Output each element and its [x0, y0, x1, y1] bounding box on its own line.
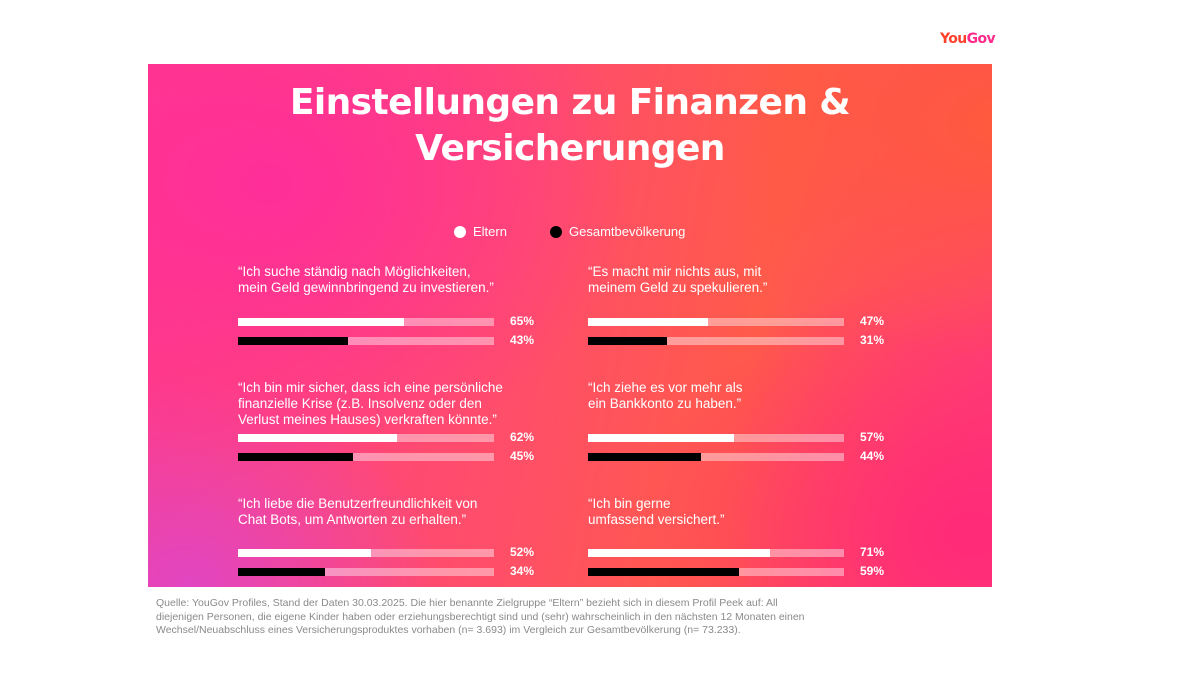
value-label-eltern: 62% [510, 430, 535, 444]
statement-quote-line: “Ich ziehe es vor mehr als [588, 380, 743, 395]
source-line-2: diejenigen Personen, die eigene Kinder h… [156, 610, 805, 623]
value-label-eltern: 71% [860, 545, 885, 559]
value-label-eltern: 52% [510, 545, 535, 559]
value-label-gesamtbevoelkerung: 31% [860, 333, 885, 347]
bar-gesamtbevoelkerung [238, 453, 354, 461]
chart-legend: Eltern Gesamtbevölkerung [148, 224, 992, 242]
yougov-logo: YouGov [940, 31, 996, 47]
bar-row-gesamtbevoelkerung: 43% [238, 333, 538, 347]
bar-track [238, 318, 494, 326]
statement-quote-line: umfassend versichert.” [588, 512, 725, 527]
source-line-1: Quelle: YouGov Profiles, Stand der Daten… [156, 597, 778, 609]
bar-gesamtbevoelkerung [588, 337, 668, 345]
bar-row-gesamtbevoelkerung: 31% [588, 333, 888, 347]
bar-row-eltern: 71% [588, 545, 888, 559]
statement-quote: “Ich ziehe es vor mehr als ein Bankkonto … [588, 380, 888, 412]
bar-eltern [238, 318, 405, 326]
statement-quote: “Ich bin mir sicher, dass ich eine persö… [238, 380, 538, 428]
statement-quote-line: finanzielle Krise (z.B. Insolvenz oder d… [238, 396, 482, 411]
statement-quote: “Ich liebe die Benutzerfreundlichkeit vo… [238, 496, 538, 528]
bar-row-eltern: 62% [238, 430, 538, 444]
bar-row-gesamtbevoelkerung: 44% [588, 449, 888, 463]
page-title: Einstellungen zu Finanzen & Versicherung… [148, 80, 992, 172]
value-label-gesamtbevoelkerung: 44% [860, 449, 885, 463]
brand-gov: Gov [966, 31, 996, 47]
value-label-gesamtbevoelkerung: 45% [510, 449, 535, 463]
bar-eltern [588, 318, 709, 326]
legend-label-gesamtbevoelkerung: Gesamtbevölkerung [569, 224, 686, 239]
bar-gesamtbevoelkerung [588, 453, 701, 461]
brand-you: You [940, 31, 967, 47]
bar-track [238, 568, 494, 576]
value-label-gesamtbevoelkerung: 59% [860, 564, 885, 578]
statement-quote-line: “Es macht mir nichts aus, mit [588, 264, 762, 279]
legend-dot-eltern [454, 225, 466, 238]
statement-quote-line: meinem Geld zu spekulieren.” [588, 280, 768, 295]
bar-gesamtbevoelkerung [238, 337, 349, 345]
statement-quote-line: “Ich suche ständig nach Möglichkeiten, [238, 264, 471, 279]
bar-track [588, 337, 844, 345]
legend-item-eltern: Eltern [454, 224, 507, 239]
value-label-eltern: 57% [860, 430, 885, 444]
bar-eltern [238, 549, 372, 557]
value-label-eltern: 65% [510, 314, 535, 328]
bar-track [238, 549, 494, 557]
value-label-gesamtbevoelkerung: 34% [510, 564, 535, 578]
bar-row-eltern: 65% [238, 314, 538, 328]
bar-row-gesamtbevoelkerung: 59% [588, 564, 888, 578]
statement-quote-line: mein Geld gewinnbringend zu investieren.… [238, 280, 494, 295]
bar-track [588, 318, 844, 326]
statement-quote-line: ein Bankkonto zu haben.” [588, 396, 742, 411]
bar-eltern [238, 434, 397, 442]
bar-row-eltern: 57% [588, 430, 888, 444]
source-line-3: Wechsel/Neuabschluss eines Versicherungs… [156, 624, 741, 636]
statement-quote-line: Chat Bots, um Antworten zu erhalten.” [238, 512, 467, 527]
bar-track [588, 568, 844, 576]
legend-label-eltern: Eltern [473, 224, 507, 239]
value-label-gesamtbevoelkerung: 43% [510, 333, 535, 347]
statement-quote-line: “Ich liebe die Benutzerfreundlichkeit vo… [238, 496, 478, 511]
bar-row-eltern: 52% [238, 545, 538, 559]
statement-quote-line: “Ich bin mir sicher, dass ich eine persö… [238, 380, 503, 395]
bar-track [238, 434, 494, 442]
bar-eltern [588, 434, 734, 442]
statement-quote: “Ich bin gerne umfassend versichert.” [588, 496, 888, 528]
bar-gesamtbevoelkerung [238, 568, 326, 576]
statement-quote: “Ich suche ständig nach Möglichkeiten, me… [238, 264, 538, 296]
statement-quote: “Es macht mir nichts aus, mit meinem Geld… [588, 264, 888, 296]
bar-track [588, 453, 844, 461]
statement-quote-line: “Ich bin gerne [588, 496, 671, 511]
bar-track [238, 453, 494, 461]
title-line-2: Versicherungen [415, 128, 725, 169]
infographic-panel: Einstellungen zu Finanzen & Versicherung… [148, 64, 992, 587]
bar-row-gesamtbevoelkerung: 34% [238, 564, 538, 578]
bar-track [588, 549, 844, 557]
bar-row-gesamtbevoelkerung: 45% [238, 449, 538, 463]
title-line-1: Einstellungen zu Finanzen & [289, 82, 851, 123]
legend-item-gesamtbevoelkerung: Gesamtbevölkerung [550, 224, 685, 239]
bar-track [238, 337, 494, 345]
source-note: Quelle: YouGov Profiles, Stand der Daten… [156, 597, 916, 638]
bar-gesamtbevoelkerung [588, 568, 740, 576]
statement-quote-line: Verlust meines Hauses) verkraften könnte… [238, 412, 497, 427]
value-label-eltern: 47% [860, 314, 885, 328]
bar-track [588, 434, 844, 442]
bar-eltern [588, 549, 770, 557]
legend-dot-gesamtbevoelkerung [550, 225, 562, 238]
bar-row-eltern: 47% [588, 314, 888, 328]
